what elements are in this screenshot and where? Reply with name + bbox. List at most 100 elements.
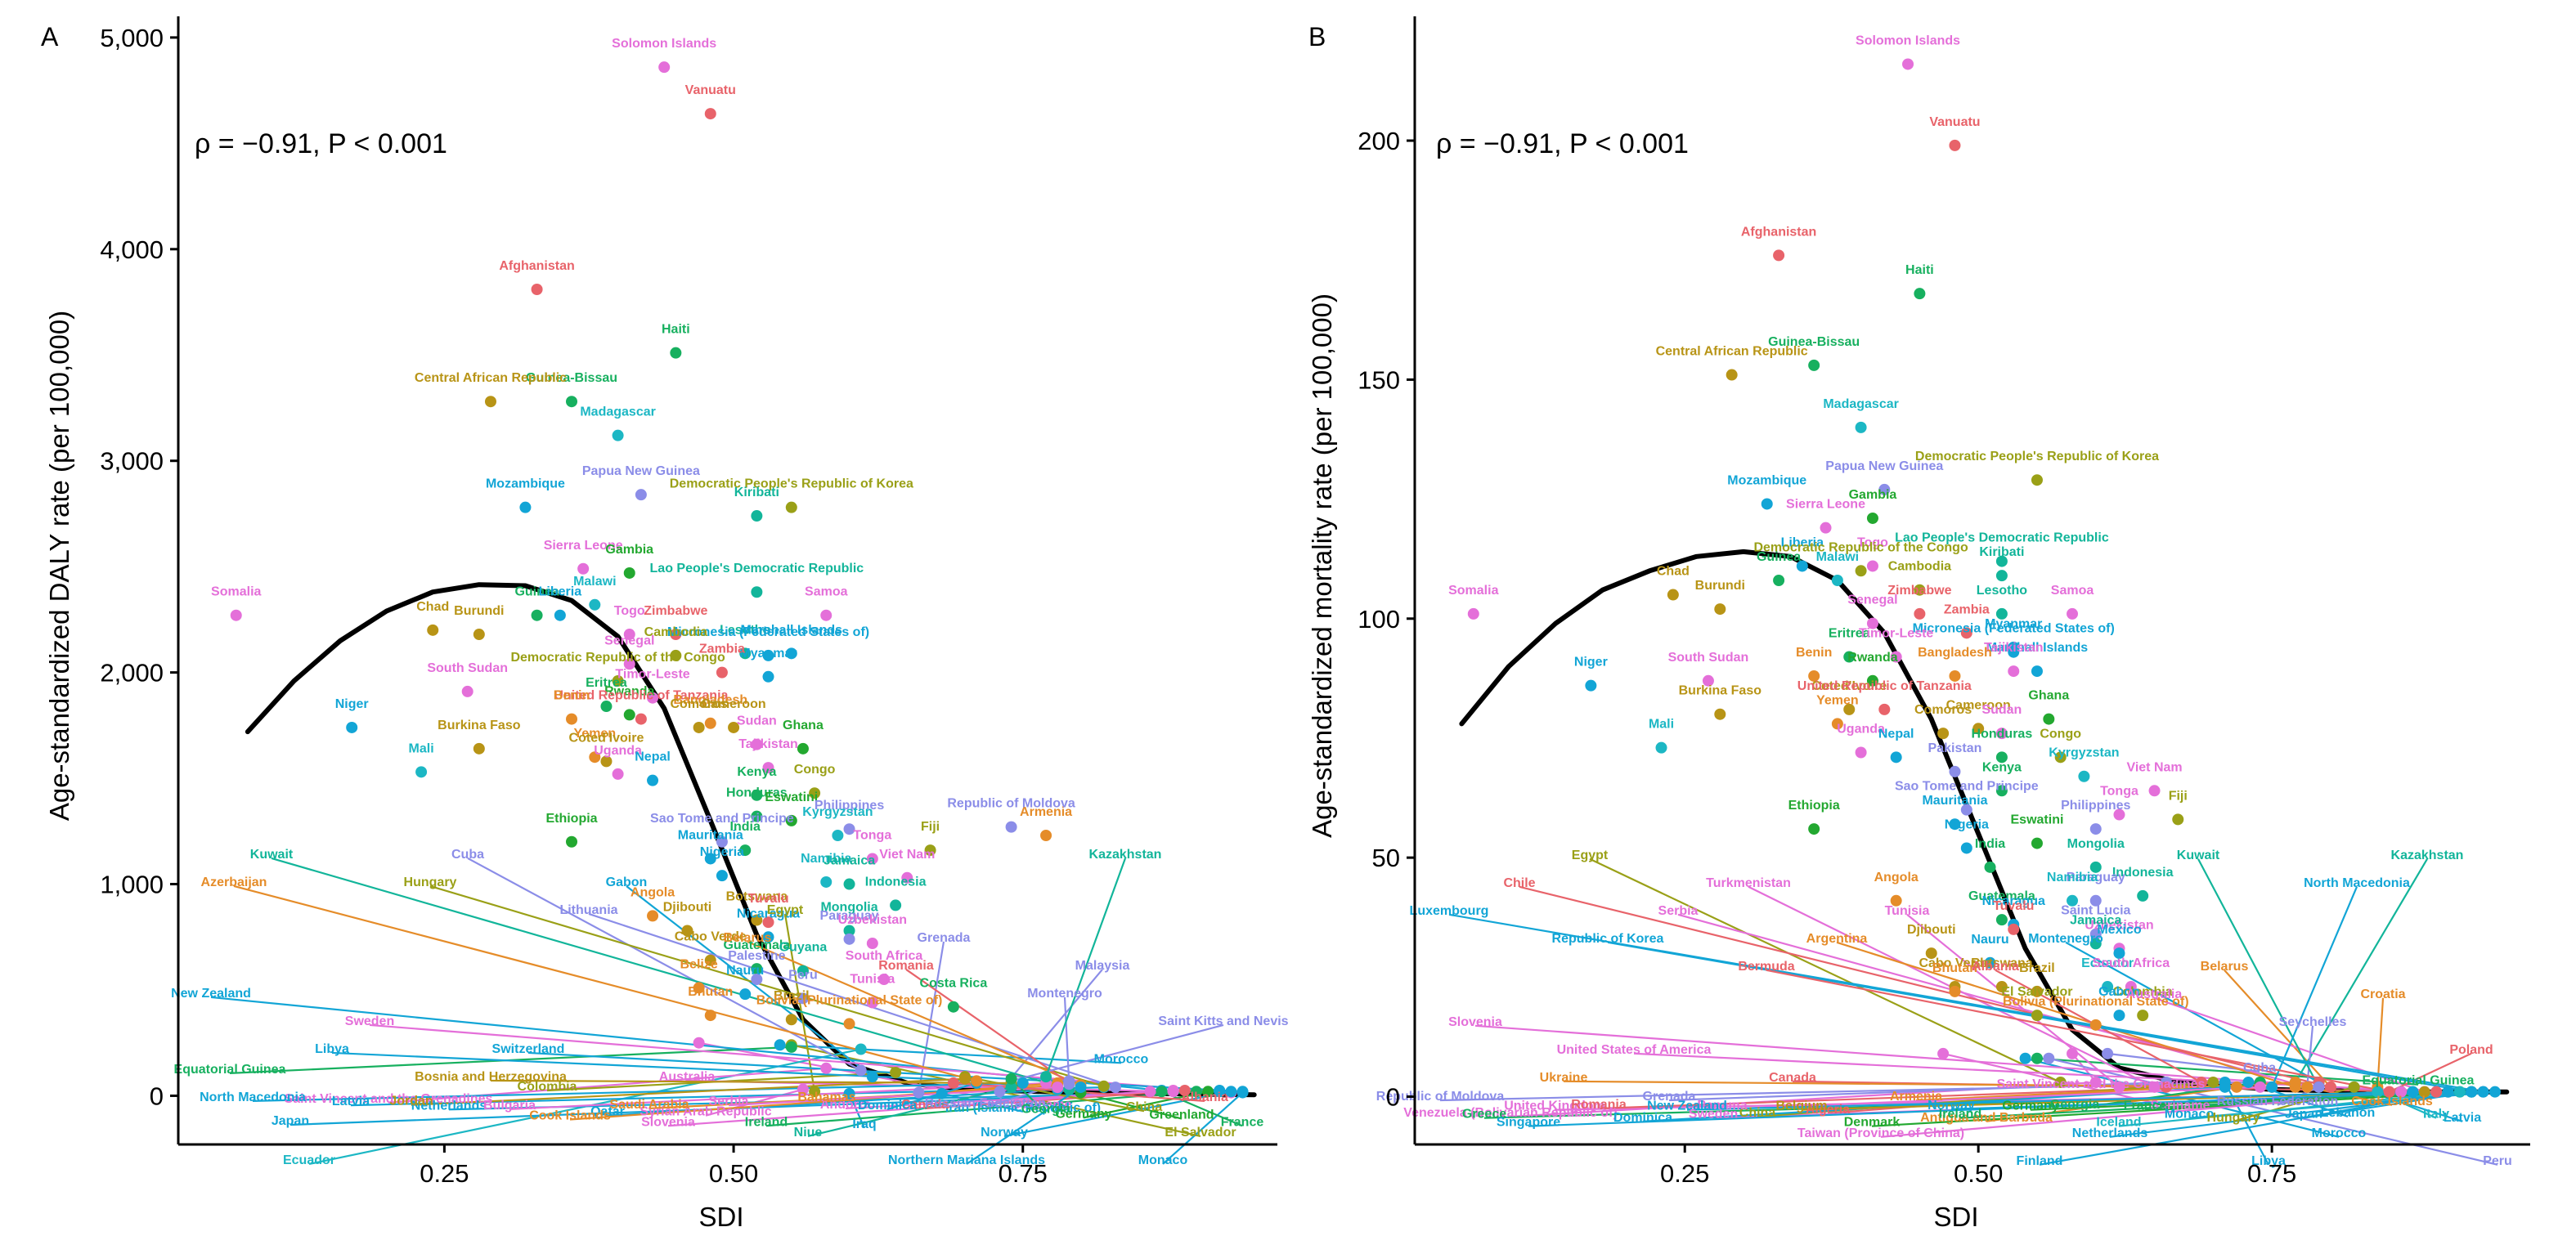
panel-a-point-label: Lao People's Democratic Republic bbox=[650, 562, 864, 575]
panel-b-y-tick-label: 100 bbox=[1358, 605, 1400, 634]
panel-b-point-label: Tuvalu bbox=[1993, 899, 2034, 913]
panel-b-point-label: Uganda bbox=[1837, 723, 1885, 737]
panel-a-data-point bbox=[716, 870, 728, 882]
panel-b-point-label: Ireland bbox=[1939, 1108, 1981, 1122]
panel-a-point-label: Ethiopia bbox=[545, 812, 597, 826]
panel-b-leader-line bbox=[1871, 1090, 2472, 1127]
panel-b-point-label: Panama bbox=[1697, 1099, 1747, 1113]
panel-a-point-label: Burundi bbox=[454, 604, 504, 618]
panel-b-data-point bbox=[2324, 1081, 2336, 1093]
panel-a-data-point bbox=[901, 871, 913, 884]
panel-b-leader-line bbox=[2197, 858, 2320, 1088]
panel-a-point-label: Libya bbox=[315, 1042, 349, 1056]
panel-a-point-label: United Republic of Tanzania bbox=[554, 689, 728, 703]
panel-a-leader-line bbox=[467, 857, 862, 1072]
panel-b-y-tick-label: 50 bbox=[1372, 844, 1400, 872]
panel-b-data-point bbox=[2089, 823, 2102, 835]
panel-a-point-label: Liberia bbox=[539, 585, 582, 599]
panel-a-data-point bbox=[994, 1086, 1006, 1098]
panel-a-data-point bbox=[809, 787, 821, 799]
panel-b-point-label: Croatia bbox=[2360, 987, 2405, 1001]
panel-a-point-label: Zimbabwe bbox=[644, 604, 707, 618]
panel-b-data-point bbox=[1995, 751, 2008, 764]
panel-a-leader-line bbox=[999, 969, 1103, 1092]
panel-a-leader-line bbox=[1045, 858, 1127, 1077]
panel-a-fit-layer bbox=[245, 582, 1257, 1098]
panel-b-data-point bbox=[2031, 474, 2043, 486]
panel-b-point-label: Tunisia bbox=[1885, 904, 1930, 918]
panel-b-point-label: Sudan bbox=[1981, 703, 2022, 717]
panel-a-point-label: Equatorial Guinea bbox=[174, 1063, 286, 1077]
panel-a-point-label: Solomon Islands bbox=[612, 37, 716, 51]
panel-a-data-point bbox=[762, 762, 774, 774]
panel-a-data-point bbox=[531, 609, 543, 621]
panel-b-point-label: Saint Vincent and the Grenadines bbox=[1997, 1077, 2206, 1091]
panel-a-data-point bbox=[704, 954, 716, 966]
panel-b-data-point bbox=[1585, 679, 1597, 692]
panel-a-data-point bbox=[843, 925, 855, 937]
panel-a-data-point bbox=[751, 810, 763, 822]
panel-b-point-label: Nauru bbox=[1971, 933, 2008, 947]
panel-a-point-label: Sweden bbox=[345, 1014, 394, 1028]
panel-a-point-label: Viet Nam bbox=[879, 848, 935, 862]
panel-b-leader-line bbox=[2271, 886, 2358, 1088]
panel-a-leader-line bbox=[1083, 1090, 1209, 1119]
panel-b-point-label: Marshall Islands bbox=[1986, 641, 2089, 655]
panel-a-data-point bbox=[693, 721, 705, 733]
panel-b-data-point bbox=[2348, 1081, 2360, 1093]
panel-b-point-label: Kuwait bbox=[2177, 849, 2220, 862]
panel-a-point-label: Peru bbox=[788, 968, 818, 982]
panel-b-point-label: Lesotho bbox=[1977, 584, 2027, 598]
panel-a-point-label: Montenegro bbox=[1027, 987, 1102, 1001]
panel-b-data-point bbox=[1808, 823, 1820, 835]
panel-b-data-point bbox=[1866, 617, 1878, 629]
panel-b-point-label: Mongolia bbox=[2067, 837, 2125, 851]
panel-b-data-point bbox=[1902, 58, 1914, 70]
panel-b-data-point bbox=[2113, 808, 2125, 821]
panel-a-data-point bbox=[971, 1075, 983, 1087]
panel-a-point-label: Kyrgyzstan bbox=[802, 805, 873, 819]
panel-a-data-point bbox=[612, 674, 624, 687]
panel-b-y-tick-label: 200 bbox=[1358, 127, 1400, 155]
panel-b-point-label: Senegal bbox=[1847, 593, 1897, 607]
panel-a-y-tick-label: 0 bbox=[150, 1082, 164, 1110]
panel-b-point-label: Sweden bbox=[1689, 1108, 1738, 1122]
panel-a-point-label: El Salvador bbox=[1165, 1126, 1236, 1140]
panel-b-x-tick-label: 0.75 bbox=[2247, 1159, 2296, 1188]
panel-a-data-point bbox=[1190, 1086, 1202, 1098]
panel-b-data-point bbox=[1878, 703, 1891, 715]
panel-a-data-point bbox=[346, 721, 358, 733]
panel-a-point-label: Rwanda bbox=[604, 684, 654, 698]
panel-b-point-label: Colombia bbox=[2113, 985, 2173, 999]
panel-b-point-label: Madagascar bbox=[1823, 397, 1899, 411]
panel-letter-b: B bbox=[1308, 22, 1326, 52]
panel-b-data-point bbox=[1914, 607, 1926, 620]
panel-a-point-label: Yemen bbox=[574, 727, 617, 741]
panel-a-data-point bbox=[947, 1077, 959, 1089]
panel-b-point-label: Honduras bbox=[1972, 727, 2033, 741]
panel-b-point-label: Hungary bbox=[2207, 1111, 2260, 1125]
panel-a-data-point bbox=[751, 586, 763, 598]
panel-b-leader-line bbox=[1906, 913, 2120, 1088]
panel-a-data-point bbox=[658, 61, 671, 74]
panel-b-point-label: Niger bbox=[1574, 656, 1608, 670]
panel-a-data-point bbox=[739, 844, 752, 857]
panel-a-data-point bbox=[866, 996, 878, 1009]
panel-a-data-point bbox=[877, 974, 890, 986]
panel-b-data-point bbox=[1937, 728, 1950, 740]
panel-a-data-point bbox=[612, 429, 624, 441]
panel-a-point-label: Ecuador bbox=[283, 1153, 335, 1167]
panel-a-point-label: Bhutan bbox=[688, 985, 733, 999]
panel-b-point-label: Liberia bbox=[1781, 535, 1824, 549]
panel-a-data-point bbox=[774, 1039, 786, 1051]
panel-a-data-point bbox=[1167, 1084, 1179, 1096]
panel-a-point-label: Colombia bbox=[518, 1080, 577, 1094]
panel-b-data-point bbox=[2067, 1047, 2079, 1059]
panel-b-point-label: Republic of Korea bbox=[1552, 932, 1664, 946]
panel-a-leader-line bbox=[429, 884, 1105, 1087]
panel-a-point-label: Mongolia bbox=[820, 900, 877, 914]
panel-b-leader-line bbox=[2039, 1090, 2448, 1166]
panel-a-point-label: Cambodia bbox=[644, 625, 707, 639]
panel-b-data-point bbox=[1995, 981, 2008, 993]
panel-a-data-point bbox=[843, 878, 855, 890]
